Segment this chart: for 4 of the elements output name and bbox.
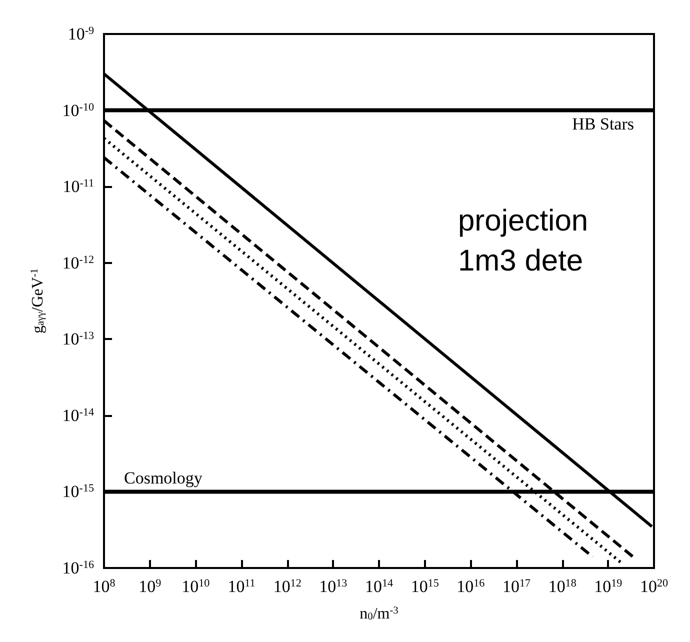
annotation: projection 1m3 dete [458, 204, 588, 278]
ref-line-label: Cosmology [124, 468, 203, 488]
y-axis-title: gaγγ/GeV-1 [30, 268, 46, 334]
ref-line-label: HB Stars [572, 114, 634, 134]
